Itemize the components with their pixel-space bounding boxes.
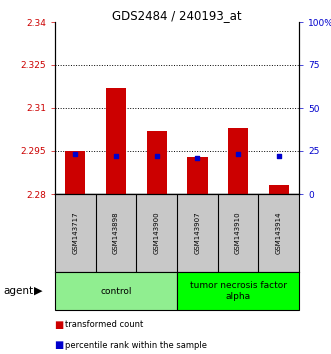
Text: agent: agent: [3, 286, 33, 296]
Bar: [65, 151, 85, 194]
Bar: [268, 185, 289, 194]
Text: GSM143898: GSM143898: [113, 212, 119, 254]
Point: [113, 153, 118, 159]
Text: control: control: [100, 286, 132, 296]
Point: [276, 153, 281, 159]
Text: tumor necrosis factor
alpha: tumor necrosis factor alpha: [190, 281, 287, 301]
Bar: [177, 272, 299, 310]
Text: GSM143907: GSM143907: [194, 212, 200, 254]
Text: GSM143910: GSM143910: [235, 212, 241, 254]
Text: ■: ■: [55, 320, 64, 330]
Text: percentile rank within the sample: percentile rank within the sample: [65, 341, 207, 350]
Text: ■: ■: [55, 340, 64, 350]
Point: [195, 155, 200, 161]
Text: GSM143900: GSM143900: [154, 212, 160, 254]
Title: GDS2484 / 240193_at: GDS2484 / 240193_at: [112, 9, 242, 22]
Bar: [147, 131, 167, 194]
Point: [235, 152, 241, 157]
Text: GSM143717: GSM143717: [72, 212, 78, 254]
Point: [73, 152, 78, 157]
Bar: [187, 157, 208, 194]
Text: transformed count: transformed count: [65, 320, 143, 329]
Bar: [228, 128, 248, 194]
Text: ▶: ▶: [34, 286, 42, 296]
Text: GSM143914: GSM143914: [276, 212, 282, 254]
Bar: [55, 272, 177, 310]
Point: [154, 153, 159, 159]
Bar: [106, 88, 126, 194]
